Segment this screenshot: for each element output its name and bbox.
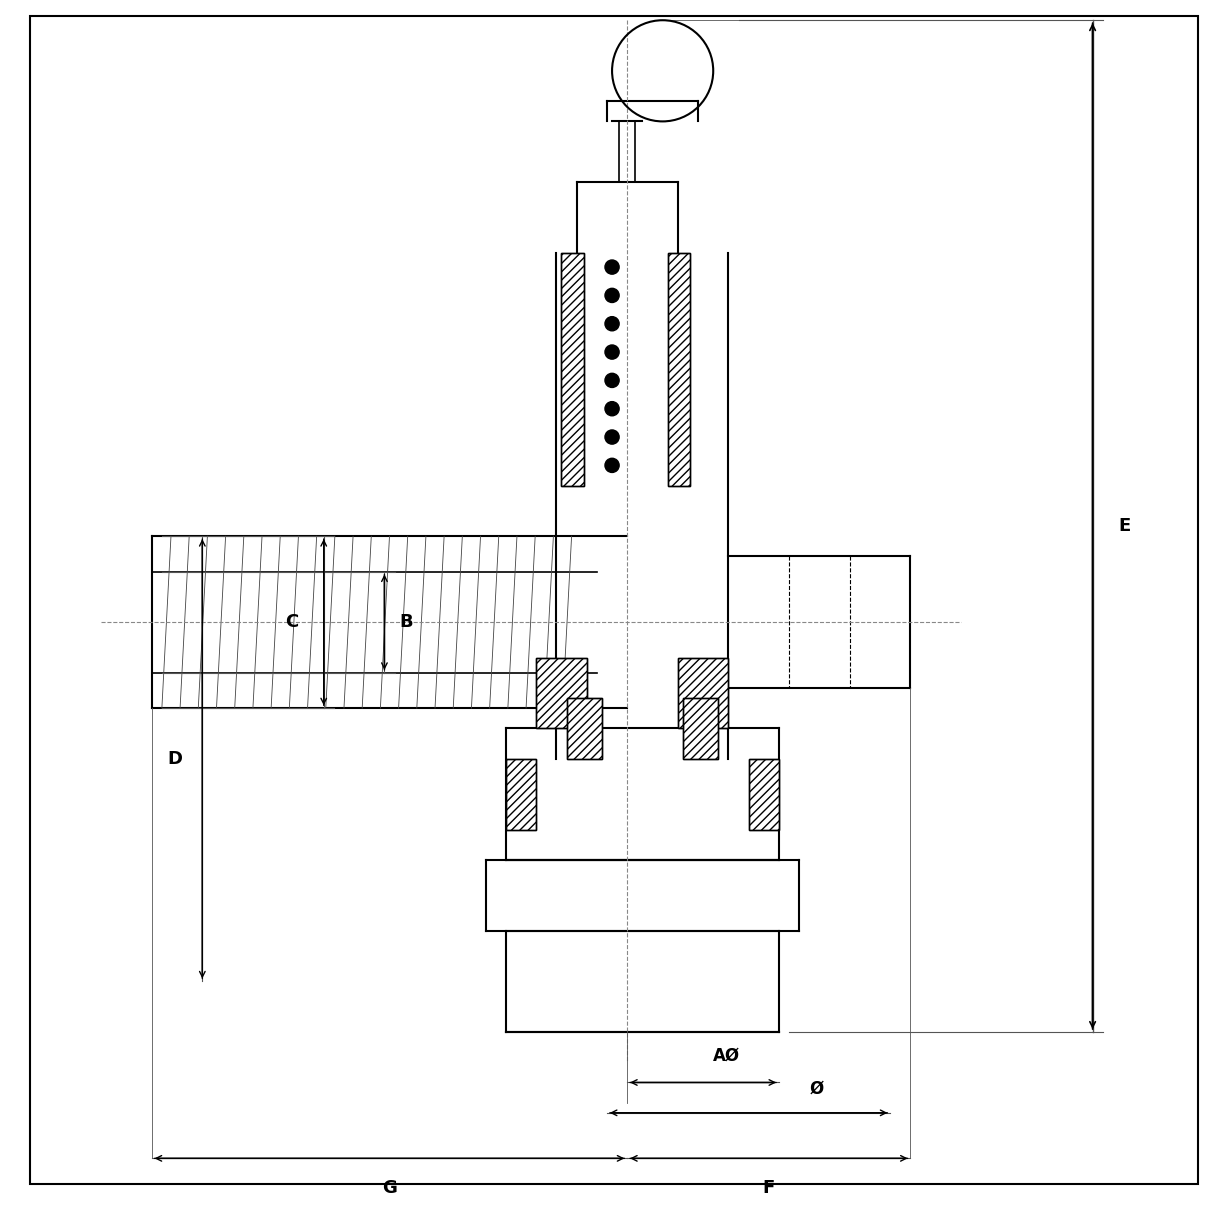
Bar (677, 658, 728, 728)
Circle shape (605, 260, 619, 274)
Bar (561, 253, 584, 486)
Bar (668, 253, 690, 486)
Bar (537, 658, 586, 728)
Bar (537, 658, 586, 728)
Bar (749, 759, 779, 829)
Bar (506, 759, 537, 829)
Bar (567, 698, 602, 759)
Text: G: G (382, 1179, 397, 1197)
Text: Ø: Ø (810, 1079, 823, 1097)
Circle shape (605, 288, 619, 302)
Bar (506, 759, 537, 829)
Bar (677, 658, 728, 728)
Circle shape (605, 373, 619, 387)
Circle shape (605, 345, 619, 359)
Text: E: E (1118, 517, 1130, 535)
Bar (682, 698, 719, 759)
Bar (668, 253, 690, 486)
Bar (561, 253, 584, 486)
Text: C: C (285, 613, 299, 631)
Circle shape (605, 458, 619, 472)
Bar (682, 698, 719, 759)
Text: B: B (399, 613, 413, 631)
Circle shape (605, 317, 619, 331)
Bar (749, 759, 779, 829)
Circle shape (605, 430, 619, 444)
Text: F: F (762, 1179, 775, 1197)
Circle shape (605, 402, 619, 415)
Text: D: D (168, 750, 182, 767)
Text: AØ: AØ (713, 1046, 741, 1065)
Bar (567, 698, 602, 759)
